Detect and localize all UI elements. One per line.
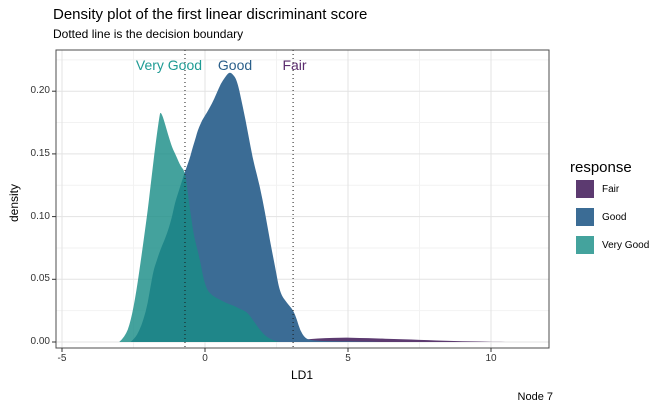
plot-title: Density plot of the first linear discrim…: [53, 6, 368, 23]
x-tick-label: 5: [345, 353, 351, 364]
legend-label: Fair: [602, 183, 620, 195]
x-tick-label: -5: [57, 353, 67, 364]
y-tick-label: 0.15: [30, 147, 50, 159]
legend-title: response: [570, 159, 632, 176]
legend-item-fair: Fair: [576, 180, 619, 198]
density-area-fair: [282, 337, 506, 342]
plot-subtitle: Dotted line is the decision boundary: [53, 27, 244, 41]
legend-item-good: Good: [576, 208, 626, 226]
y-tick-label: 0.20: [30, 85, 50, 97]
x-tick-label: 10: [485, 353, 497, 364]
x-tick-label: 0: [202, 353, 208, 364]
y-tick-label: 0.10: [30, 210, 50, 222]
annotation-very-good: Very Good: [135, 57, 203, 74]
y-tick-label: 0.00: [30, 336, 50, 347]
x-axis-title: LD1: [290, 368, 313, 382]
annotation-good: Good: [217, 57, 253, 74]
legend-swatch-good: [576, 208, 594, 226]
legend-label: Good: [602, 211, 627, 223]
y-axis-title: density: [7, 183, 21, 223]
legend-swatch-fair: [576, 180, 594, 198]
y-tick-label: 0.05: [30, 273, 50, 285]
density-area-very-good: [119, 112, 280, 342]
plot-caption: Node 7: [517, 391, 553, 403]
annotation-fair: Fair: [282, 57, 307, 74]
legend-swatch-very-good: [576, 236, 594, 254]
legend-label: Very Good: [602, 239, 650, 251]
legend-item-very-good: Very Good: [576, 236, 649, 254]
